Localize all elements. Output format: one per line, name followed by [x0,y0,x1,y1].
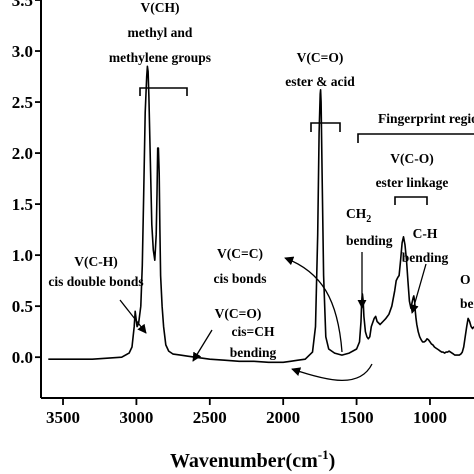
co-ester-acid-bracket [310,122,341,132]
annotation-ch-bend-line-1: bending [402,250,449,265]
annotation-ch-line-0: V(CH) [141,0,180,15]
annotation-fingerprint-line-0: Fingerprint region [378,111,474,126]
y-tick-label: 3.0 [12,42,33,61]
y-tick-label: 3.5 [12,0,33,10]
x-tick-label: 1500 [340,408,374,427]
annotation-arrows [119,252,427,382]
annotation-cis-ch-line-0: cis=CH [232,324,275,339]
ch-bracket [139,87,188,96]
axes [40,0,474,399]
y-tick-label: 0.0 [12,348,33,367]
x-tick-label: 3000 [119,408,153,427]
annotation-co-ester-acid-line-0: V(C=O) [297,50,344,65]
annotation-ch2-line-1: bending [346,233,393,248]
y-tick-label: 0.5 [12,297,33,316]
annotation-co-ester-acid-line-1: ester & acid [285,74,355,89]
arrow-co-weak [192,329,213,362]
annotation-cis-ch-line-1: bending [230,345,277,360]
y-tick-label: 1.5 [12,195,33,214]
arrow-c-h-cis [119,299,147,334]
x-tick-label: 2000 [266,408,300,427]
y-tick-label: 2.5 [12,93,33,112]
annotations: V(CH) methyl and methylene groups V(C=O) est… [48,0,474,360]
annotation-c-h-cis-line-0: V(C-H) [74,254,118,269]
annotation-ch-bend-line-0: C-H [413,226,438,241]
y-tick-label: 1.0 [12,246,33,265]
arrow-cc-cis [284,256,343,353]
arrow-cis-ch [291,363,373,382]
x-tick-label: 3500 [46,408,80,427]
annotation-ch2-line-0: CH2 [346,206,371,225]
annotation-co-weak-line-0: V(C=O) [215,306,262,321]
x-tick-label: 1000 [413,408,447,427]
annotation-oh-line-0: O [460,272,471,287]
annotation-oh-line-1: ben [460,296,474,311]
x-axis-label: Wavenumber(cm-1) [170,447,335,472]
annotation-brackets [139,87,474,205]
co-ester-bracket [394,196,428,205]
fingerprint-bracket [357,133,474,143]
annotation-cc-cis-line-1: cis bonds [214,271,267,286]
annotation-c-h-cis-line-1: cis double bonds [48,274,143,289]
annotation-co-ester-line-0: V(C-O) [390,151,434,166]
y-ticks: 0.0 0.5 1.0 1.5 2.0 2.5 3.0 3.5 [12,0,41,367]
x-ticks: 3500 3000 2500 2000 1500 1000 [46,398,447,427]
annotation-ch-line-1: methyl and [128,25,193,40]
annotation-ch-line-2: methylene groups [109,50,211,65]
x-tick-label: 2500 [193,408,227,427]
annotation-cc-cis-line-0: V(C=C) [217,246,263,261]
arrow-ch-bend [409,263,427,314]
annotation-co-ester-line-1: ester linkage [376,175,449,190]
y-tick-label: 2.0 [12,144,33,163]
spectrum-line [48,65,474,364]
